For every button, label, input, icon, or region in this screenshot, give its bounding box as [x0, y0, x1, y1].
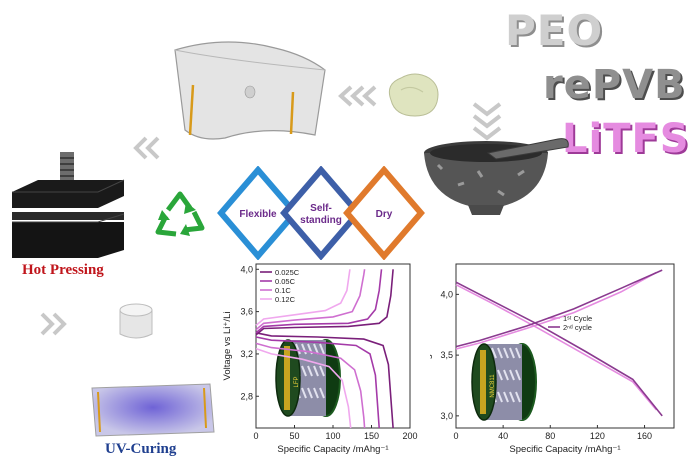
series-line-charge [455, 271, 657, 350]
chart-lfp-rate: LFP 0 50 100 150 200 2,8 3,2 3,6 4,0 Specific Capa… [222, 263, 418, 455]
material-repvb: rePVB [543, 62, 686, 108]
chevron-diagonal-arrows-icon [40, 312, 67, 336]
cell-texture [497, 347, 503, 359]
property-dry: Dry [376, 209, 393, 220]
y-tick-label: 4,0 [240, 264, 253, 274]
cell-texture [319, 387, 325, 399]
self-standing-diamond-outline [280, 166, 362, 260]
series-line-charge [255, 269, 351, 327]
mortar-pestle-icon [424, 138, 569, 215]
y-tick-label: 3,5 [440, 350, 453, 360]
hot-press-icon [12, 152, 125, 258]
coin-cell-inset-1: LFP [275, 339, 341, 417]
legend-label: 0.025C [275, 268, 300, 277]
cell-label: LFP [294, 376, 300, 387]
cell-texture [509, 347, 515, 359]
series-line-discharge [255, 332, 394, 429]
x-tick-label: 0 [453, 431, 458, 441]
y-tick-label: 3,6 [240, 307, 253, 317]
y-tick-label: 3,0 [440, 411, 453, 421]
legend-label: 1ˢᵗ Cycle [563, 314, 592, 323]
y-tick-label: 4,0 [440, 289, 453, 299]
cell-electrode [284, 346, 290, 410]
legend-label: 0.12C [275, 295, 296, 304]
x-tick-label: 120 [590, 431, 605, 441]
pellet-icon [119, 303, 153, 339]
x-tick-label: 0 [253, 431, 258, 441]
cell-electrode [480, 350, 486, 414]
legend-label: 0.05C [275, 277, 296, 286]
cell-texture [307, 365, 313, 377]
series-line-charge [255, 269, 394, 336]
cell-texture [515, 391, 521, 403]
cell-texture [503, 347, 509, 359]
cell-texture [301, 365, 307, 377]
polymer-dough-icon [388, 73, 439, 117]
x-tick-label: 40 [498, 431, 508, 441]
cell-texture [497, 369, 503, 381]
recycle-icon [155, 191, 205, 237]
y-axis-label: Voltage vs Li⁺/Li [430, 312, 433, 381]
cell-texture [497, 391, 503, 403]
property-flexible: Flexible [239, 209, 277, 220]
chevron-down-arrows-icon [472, 102, 502, 141]
cell-texture [295, 343, 301, 355]
y-tick-label: 2,8 [240, 391, 253, 401]
cell-texture [313, 365, 319, 377]
series-line-charge [455, 269, 663, 348]
series-line-discharge [255, 347, 352, 429]
cell-label: NMC811 [490, 374, 496, 398]
x-axis-label: Specific Capacity /mAhg⁻¹ [277, 444, 388, 455]
x-tick-label: 50 [289, 431, 299, 441]
chevron-arrows-icon [338, 85, 377, 107]
x-tick-label: 200 [402, 431, 417, 441]
legend-label: 2ⁿᵈ cycle [563, 323, 592, 332]
cell-texture [503, 391, 509, 403]
cell-texture [503, 369, 509, 381]
material-peo: PEO [505, 6, 604, 55]
hot-pressing-label: Hot Pressing [22, 262, 104, 278]
x-tick-label: 100 [325, 431, 340, 441]
material-litfsi: LiTFSI [562, 116, 688, 162]
cell-texture [307, 387, 313, 399]
property-self-standing: Self-standing [300, 203, 342, 226]
legend-label: 0.1C [275, 286, 291, 295]
cell-texture [313, 387, 319, 399]
series-line-discharge [455, 281, 663, 417]
dry-diamond-outline [343, 166, 425, 260]
cell-texture [301, 343, 307, 355]
chart-nmc811-cycles: NMC811 0 40 80 120 160 3,0 3,5 4,0 Specific Capac… [430, 263, 675, 455]
x-tick-label: 80 [545, 431, 555, 441]
series-line-discharge [255, 336, 380, 429]
series-line-discharge [455, 283, 657, 411]
flexible-diamond-outline [217, 166, 299, 260]
property-diamonds: Flexible Self-standing Dry [217, 166, 425, 260]
cell-texture [301, 387, 307, 399]
cell-texture [491, 347, 497, 359]
cell-texture [509, 369, 515, 381]
polymer-film-illustration [174, 41, 326, 140]
uv-curing-label: UV-Curing [105, 441, 177, 457]
series-line-charge [255, 269, 383, 334]
cell-texture [515, 369, 521, 381]
x-tick-label: 150 [364, 431, 379, 441]
x-tick-label: 160 [637, 431, 652, 441]
cell-texture [319, 365, 325, 377]
series-line-charge [255, 269, 366, 331]
cell-texture [319, 343, 325, 355]
y-tick-label: 3,2 [240, 349, 253, 359]
coin-cell-inset-2: NMC811 [471, 343, 537, 421]
uv-cured-film-icon [91, 383, 215, 437]
series-line-discharge [255, 342, 366, 429]
cell-texture [509, 391, 515, 403]
y-axis-label: Voltage vs Li⁺/Li [222, 312, 233, 381]
cell-texture [313, 343, 319, 355]
cell-texture [515, 347, 521, 359]
x-axis-label: Specific Capacity /mAhg⁻¹ [509, 444, 620, 455]
chevron-left-arrows-icon [133, 136, 160, 160]
